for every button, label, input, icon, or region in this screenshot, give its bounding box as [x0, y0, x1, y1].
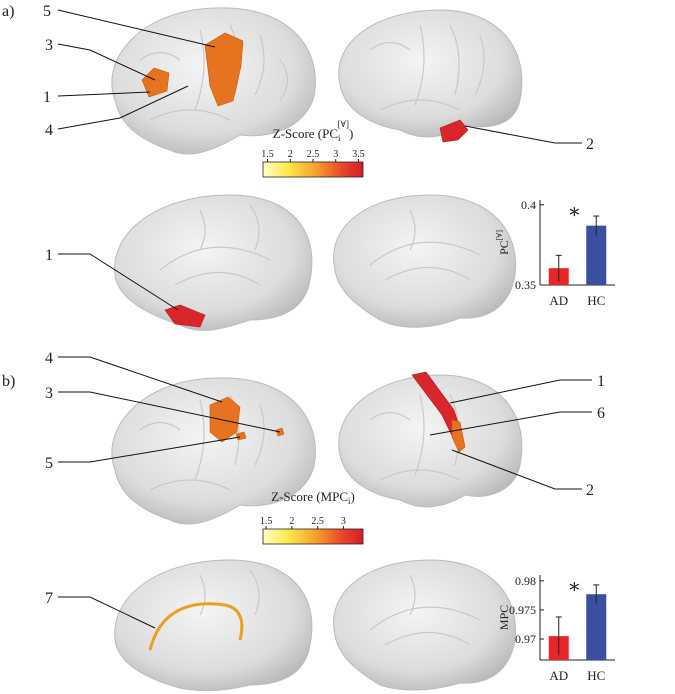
colorbar-title: Z-Score (PCi [∀]) — [273, 119, 354, 143]
colorbar-title-sup: [∀] — [338, 119, 349, 129]
region-label: 7 — [45, 590, 53, 607]
region-label: 3 — [45, 385, 53, 402]
y-tick-label: 0.97 — [515, 632, 536, 646]
region-label: 3 — [45, 37, 53, 54]
y-axis-label-sup: [∀] — [495, 230, 504, 240]
colorbar-tick-label: 2.5 — [311, 516, 324, 527]
y-axis-label: MPC — [497, 605, 511, 630]
brain-lateral-right — [338, 9, 523, 143]
region-label: 1 — [597, 373, 605, 390]
colorbar-tick-label: 2 — [288, 149, 293, 160]
bar — [586, 594, 607, 660]
colorbar-title-text: ) — [351, 489, 355, 504]
colorbar — [262, 528, 364, 545]
x-tick-label: AD — [549, 668, 568, 683]
region-label: 4 — [45, 350, 53, 367]
y-tick-label: 0.35 — [515, 278, 536, 292]
colorbar-title-text: ) — [349, 126, 353, 141]
brain-medial-left — [114, 194, 313, 331]
colorbar — [262, 161, 364, 178]
y-axis-label-text: MPC — [497, 605, 511, 630]
x-tick-label: AD — [549, 293, 568, 308]
region-leaders — [57, 9, 592, 629]
brain-medial-right — [333, 559, 517, 691]
region-label: 2 — [586, 482, 594, 499]
region-label: 6 — [597, 405, 605, 422]
x-tick-label: HC — [587, 668, 605, 683]
colorbar-tick-label: 1.5 — [261, 149, 274, 160]
colorbar-title: Z-Score (MPCi) — [271, 489, 355, 506]
x-tick-label: HC — [587, 293, 605, 308]
colorbar-tick-label: 3 — [341, 516, 346, 527]
colorbar-title-sub: i — [348, 496, 351, 506]
panel-label: a) — [2, 3, 14, 20]
significance-marker: ∗ — [567, 201, 581, 223]
brain-lateral-right — [338, 371, 523, 508]
colorbar-tick-label: 2.5 — [307, 149, 320, 160]
colorbar-tick-label: 2 — [289, 516, 294, 527]
brain-medial-right — [333, 194, 517, 328]
y-tick-label: 0.4 — [521, 198, 536, 212]
colorbar-title-text: Z-Score (PC — [273, 126, 338, 141]
panel-label: b) — [2, 373, 15, 390]
y-axis-label: PC[∀] — [495, 230, 511, 255]
colorbar-title-text: Z-Score (MPC — [271, 489, 348, 504]
y-tick-label: 0.975 — [509, 603, 536, 617]
region-label: 4 — [45, 122, 53, 139]
colorbar-tick-label: 3.5 — [352, 149, 365, 160]
colorbar-title-sub: i — [338, 133, 341, 143]
colorbar-tick-label: 1.5 — [260, 516, 273, 527]
brain-lateral-left — [111, 377, 316, 525]
region-label: 2 — [586, 136, 594, 153]
y-tick-label: 0.98 — [515, 574, 536, 588]
y-axis-label-text: PC — [497, 240, 511, 255]
region-label: 5 — [43, 3, 51, 20]
bar — [586, 225, 607, 285]
colorbar-tick-label: 3 — [333, 149, 338, 160]
region-label: 5 — [45, 455, 53, 472]
region-label: 1 — [43, 89, 51, 106]
region-label: 1 — [45, 247, 53, 264]
significance-marker: ∗ — [567, 576, 581, 598]
brain-medial-left — [114, 559, 313, 692]
brain-lateral-left — [111, 7, 316, 155]
